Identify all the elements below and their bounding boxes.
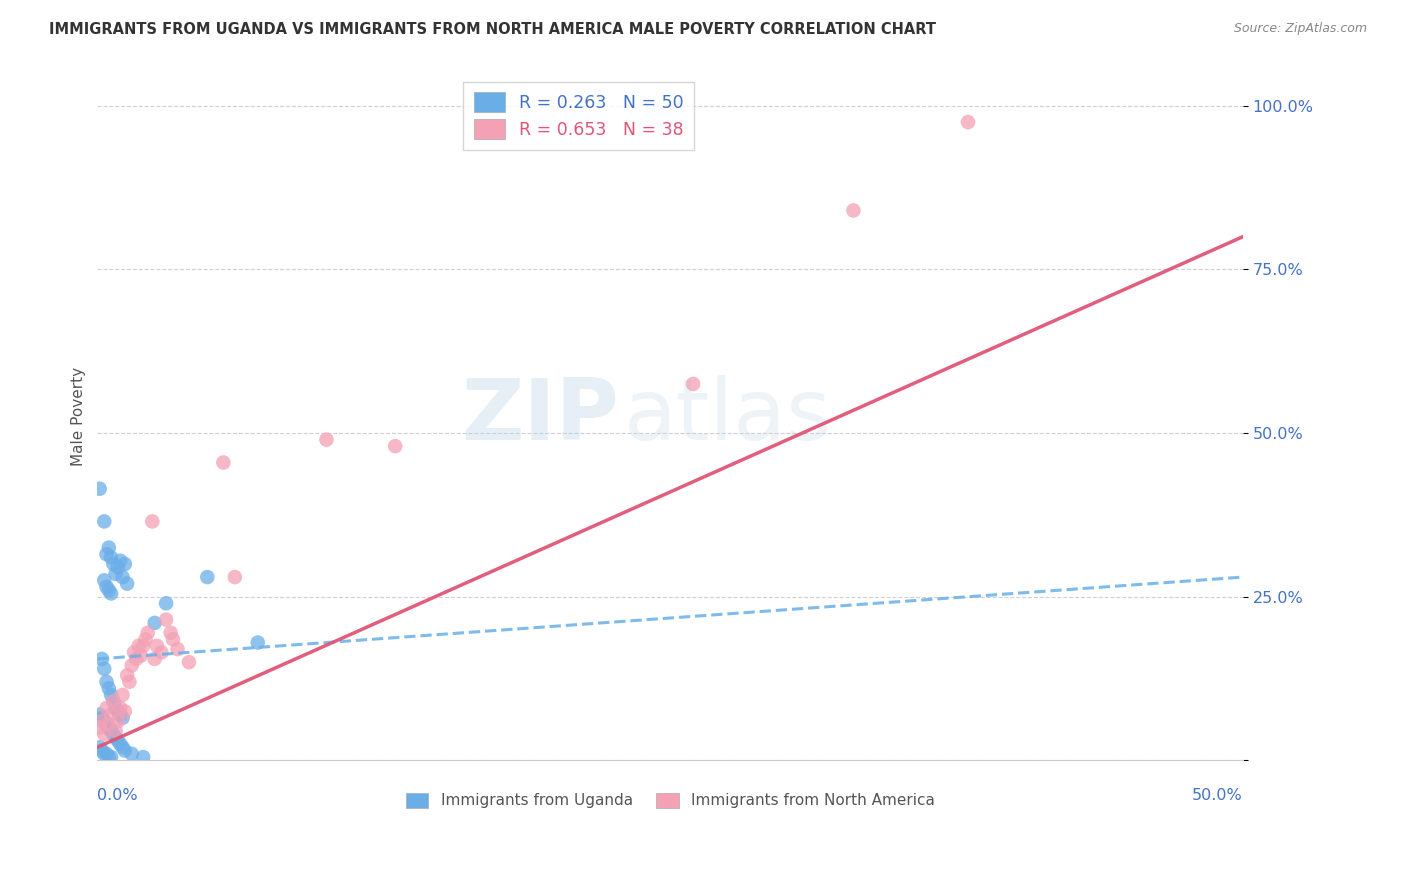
Point xyxy=(93,662,115,676)
Point xyxy=(110,554,132,568)
Point xyxy=(97,541,120,555)
Y-axis label: Male Poverty: Male Poverty xyxy=(72,368,86,467)
Point xyxy=(155,613,177,627)
Point xyxy=(159,625,181,640)
Point xyxy=(114,743,136,757)
Point xyxy=(143,615,166,630)
Point xyxy=(114,704,136,718)
Point xyxy=(246,635,269,649)
Point xyxy=(384,439,406,453)
Point xyxy=(121,658,143,673)
Point xyxy=(103,727,125,741)
Point xyxy=(103,557,125,571)
Point xyxy=(96,674,118,689)
Point xyxy=(89,740,111,755)
Point xyxy=(93,714,115,728)
Text: atlas: atlas xyxy=(624,376,832,458)
Point xyxy=(682,376,704,391)
Point xyxy=(96,717,118,731)
Point xyxy=(96,547,118,561)
Point xyxy=(90,743,112,757)
Point xyxy=(107,714,129,728)
Point xyxy=(146,639,169,653)
Point xyxy=(97,717,120,731)
Point xyxy=(143,652,166,666)
Point xyxy=(111,688,134,702)
Point xyxy=(97,721,120,735)
Point xyxy=(96,747,118,761)
Point xyxy=(212,456,235,470)
Point xyxy=(125,652,148,666)
Point xyxy=(110,701,132,715)
Point xyxy=(132,750,155,764)
Point xyxy=(224,570,246,584)
Point xyxy=(315,433,337,447)
Text: Source: ZipAtlas.com: Source: ZipAtlas.com xyxy=(1233,22,1367,36)
Point xyxy=(93,515,115,529)
Point xyxy=(104,701,127,715)
Point xyxy=(110,737,132,751)
Point xyxy=(96,580,118,594)
Text: ZIP: ZIP xyxy=(461,376,619,458)
Point xyxy=(110,707,132,722)
Point xyxy=(134,632,156,647)
Point xyxy=(132,639,155,653)
Point xyxy=(97,681,120,696)
Point xyxy=(89,721,111,735)
Point xyxy=(956,115,979,129)
Point xyxy=(96,701,118,715)
Point xyxy=(93,727,115,741)
Point xyxy=(100,723,122,738)
Point xyxy=(100,586,122,600)
Point xyxy=(166,642,188,657)
Point xyxy=(115,576,138,591)
Point xyxy=(122,645,145,659)
Point xyxy=(114,557,136,571)
Point xyxy=(141,515,163,529)
Point xyxy=(107,560,129,574)
Point xyxy=(118,674,141,689)
Point xyxy=(104,566,127,581)
Point xyxy=(128,639,150,653)
Point xyxy=(90,711,112,725)
Point xyxy=(842,203,865,218)
Point xyxy=(103,694,125,708)
Point xyxy=(111,570,134,584)
Point xyxy=(129,648,152,663)
Point xyxy=(107,704,129,718)
Text: 0.0%: 0.0% xyxy=(97,788,138,803)
Point xyxy=(103,694,125,708)
Point xyxy=(97,750,120,764)
Point xyxy=(90,714,112,728)
Point xyxy=(100,707,122,722)
Point xyxy=(93,574,115,588)
Point xyxy=(90,652,112,666)
Point xyxy=(93,747,115,761)
Point xyxy=(162,632,184,647)
Point xyxy=(115,668,138,682)
Point xyxy=(89,482,111,496)
Point xyxy=(104,723,127,738)
Point xyxy=(136,625,159,640)
Point xyxy=(100,550,122,565)
Point xyxy=(107,733,129,747)
Point xyxy=(100,750,122,764)
Point xyxy=(111,740,134,755)
Point xyxy=(97,583,120,598)
Point xyxy=(111,711,134,725)
Text: 50.0%: 50.0% xyxy=(1192,788,1243,803)
Point xyxy=(195,570,218,584)
Point xyxy=(177,655,200,669)
Point xyxy=(89,707,111,722)
Point xyxy=(155,596,177,610)
Legend: Immigrants from Uganda, Immigrants from North America: Immigrants from Uganda, Immigrants from … xyxy=(399,787,941,814)
Text: IMMIGRANTS FROM UGANDA VS IMMIGRANTS FROM NORTH AMERICA MALE POVERTY CORRELATION: IMMIGRANTS FROM UGANDA VS IMMIGRANTS FRO… xyxy=(49,22,936,37)
Point xyxy=(100,688,122,702)
Point xyxy=(150,645,173,659)
Point xyxy=(104,731,127,745)
Point xyxy=(121,747,143,761)
